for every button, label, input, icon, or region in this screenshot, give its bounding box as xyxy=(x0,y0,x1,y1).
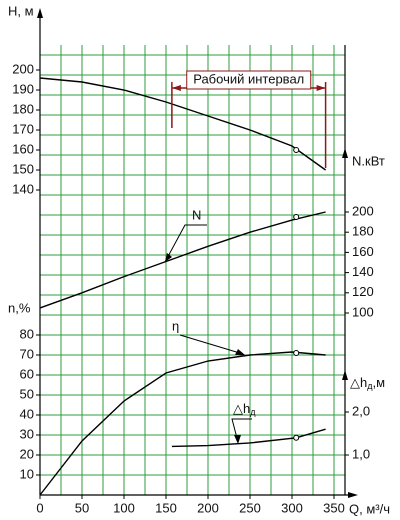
y-axis-title: △hд,м xyxy=(350,375,385,391)
y-tick-label: 160 xyxy=(352,244,374,259)
y-axis-title: H, м xyxy=(8,3,34,18)
y-tick-label: 200 xyxy=(12,61,34,76)
y-tick-label: 180 xyxy=(12,101,34,116)
label-part: △h xyxy=(233,401,250,416)
curve xyxy=(39,211,326,309)
interval-arrow xyxy=(316,85,326,91)
y-tick-label: 190 xyxy=(12,81,34,96)
curve xyxy=(171,428,326,448)
label-part: д xyxy=(367,381,373,391)
y-tick-label: 40 xyxy=(20,406,34,421)
annotation-box xyxy=(186,70,312,90)
y-tick-label: 70 xyxy=(20,346,34,361)
marker xyxy=(293,214,300,221)
x-tick-label: 0 xyxy=(36,500,43,515)
marker xyxy=(293,434,300,441)
label-part: ,м xyxy=(373,375,386,390)
annotation: Рабочий интервал xyxy=(193,71,304,86)
y-tick-label: 150 xyxy=(12,161,34,176)
annotation: N xyxy=(192,207,201,222)
marker xyxy=(293,147,300,153)
x-tick-label: 100 xyxy=(113,500,135,515)
label-part: △h xyxy=(350,375,367,390)
y-tick-label: 170 xyxy=(12,121,34,136)
y-tick-label: 160 xyxy=(12,141,34,156)
axis-arrow xyxy=(342,370,348,380)
y-tick-label: 200 xyxy=(352,203,374,218)
y-axis-title: n,% xyxy=(8,300,31,315)
axis-arrow xyxy=(342,148,348,158)
leader xyxy=(179,334,244,355)
y-tick-label: 80 xyxy=(20,326,34,341)
y-tick-label: 120 xyxy=(352,284,374,299)
y-tick-label: 140 xyxy=(352,264,374,279)
x-tick-label: 350 xyxy=(323,500,345,515)
curve xyxy=(39,77,327,171)
annotation: η xyxy=(172,318,179,333)
leader xyxy=(231,418,252,443)
axis-arrow xyxy=(348,492,358,498)
y-tick-label: 140 xyxy=(12,181,34,196)
x-tick-label: 50 xyxy=(75,500,89,515)
y-tick-label: 20 xyxy=(20,446,34,461)
interval-arrow xyxy=(171,85,181,91)
curve xyxy=(39,351,326,496)
y-tick-label: 50 xyxy=(20,386,34,401)
y-tick-label: 100 xyxy=(352,304,374,319)
y-tick-label: 30 xyxy=(20,426,34,441)
x-tick-label: 250 xyxy=(239,500,261,515)
leader-arrow xyxy=(165,253,172,262)
axis-arrow xyxy=(37,8,43,18)
grid xyxy=(39,45,345,496)
marker xyxy=(293,350,300,356)
x-tick-label: 300 xyxy=(281,500,303,515)
y-tick-label: 180 xyxy=(352,224,374,239)
x-axis-title: Q, м³/ч xyxy=(349,501,390,516)
y-tick-label: 1,0 xyxy=(352,446,370,461)
leader-arrow xyxy=(235,349,245,355)
label-part: д xyxy=(250,407,256,417)
y-tick-label: 2,0 xyxy=(352,403,370,418)
y-tick-label: 60 xyxy=(20,366,34,381)
leader xyxy=(164,224,207,263)
x-tick-label: 150 xyxy=(155,500,177,515)
y-axis-title: N.кВт xyxy=(352,153,385,168)
y-tick-label: 10 xyxy=(20,466,34,481)
x-tick-label: 200 xyxy=(197,500,219,515)
annotation: △hд xyxy=(233,401,256,417)
leader-arrow xyxy=(234,435,241,444)
